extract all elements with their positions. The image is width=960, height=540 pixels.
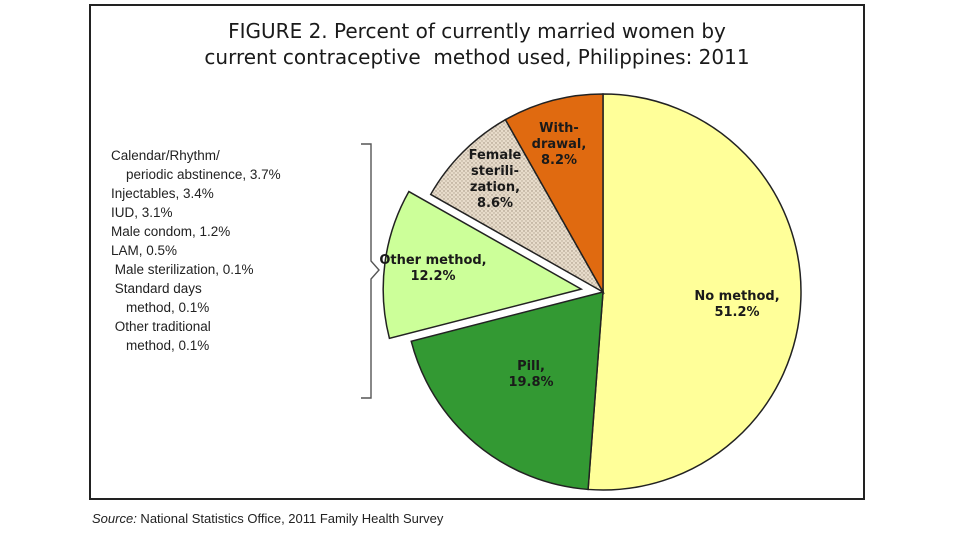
chart-title: FIGURE 2. Percent of currently married w… xyxy=(91,18,863,70)
source-text: National Statistics Office, 2011 Family … xyxy=(136,511,444,526)
other-method-bracket xyxy=(361,143,380,399)
breakdown-line: Male condom, 1.2% xyxy=(111,224,231,239)
slice-label-pill: Pill, 19.8% xyxy=(508,359,553,390)
source-label: Source: xyxy=(92,511,137,526)
pie-slice-pill xyxy=(410,291,604,491)
pie-slice-withdrawal xyxy=(504,93,604,295)
pie-slice-other-method xyxy=(382,190,584,340)
breakdown-line: IUD, 3.1% xyxy=(111,205,173,220)
breakdown-line: Male sterilization, 0.1% xyxy=(111,262,254,277)
breakdown-line: Calendar/Rhythm/ xyxy=(111,148,220,163)
slice-label-other-method: Other method, 12.2% xyxy=(379,253,486,284)
source-note: Source: National Statistics Office, 2011… xyxy=(92,511,443,526)
breakdown-line: Standard days xyxy=(111,281,202,296)
breakdown-line: Other traditional xyxy=(111,319,211,334)
slice-label-no-method: No method, 51.2% xyxy=(694,289,779,320)
breakdown-line: Injectables, 3.4% xyxy=(111,186,214,201)
slice-label-female-sterilization: Female sterili-zation, 8.6% xyxy=(469,148,522,211)
breakdown-line: method, 0.1% xyxy=(111,338,210,353)
chart-title-line-2: current contraceptive method used, Phili… xyxy=(204,45,750,69)
pie-slice-no-method xyxy=(587,93,802,491)
breakdown-line: LAM, 0.5% xyxy=(111,243,178,258)
pie-slice-female-sterilization xyxy=(429,118,605,294)
breakdown-line: periodic abstinence, 3.7% xyxy=(111,167,281,182)
breakdown-line: method, 0.1% xyxy=(111,300,210,315)
chart-frame: FIGURE 2. Percent of currently married w… xyxy=(89,4,865,500)
other-method-breakdown: Calendar/Rhythm/ periodic abstinence, 3.… xyxy=(111,146,351,355)
chart-title-line-1: FIGURE 2. Percent of currently married w… xyxy=(228,19,726,43)
pie-chart: No method, 51.2% Pill, 19.8% Other method, 12… xyxy=(361,93,802,491)
slice-label-withdrawal: With-drawal, 8.2% xyxy=(532,121,587,168)
